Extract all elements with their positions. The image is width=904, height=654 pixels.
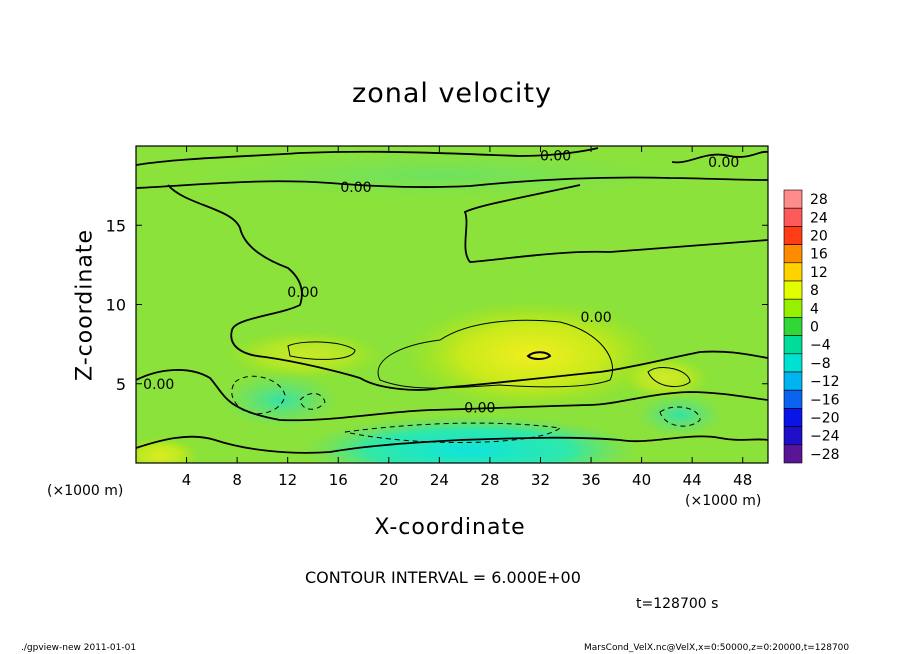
x-axis-label: X-coordinate [374,515,526,540]
colorbar-swatch [783,244,803,264]
x-tick-label: 24 [430,471,449,489]
cool-blob [180,150,700,200]
contour-label: 0.00 [143,377,174,393]
colorbar-label: 12 [810,265,828,281]
contour-pos-ring [287,341,356,360]
y-tick-label: 5 [116,375,126,394]
x-tick-label: 44 [683,471,702,489]
contour-pos-core [526,351,552,360]
colorbar-swatch [783,207,803,227]
contour-zero-main [167,184,768,391]
contour-label: 0.00 [581,310,612,326]
colorbar-swatch [783,353,803,373]
heatmap-field [136,146,768,463]
colorbar-label: 20 [810,229,828,245]
warm-blob [402,300,662,410]
colorbar-label: 24 [810,210,828,226]
y-tick-label: 15 [106,216,126,235]
contour-zero-topright [671,150,768,164]
x-tick-label: 20 [379,471,398,489]
colorbar-label: −16 [810,392,840,408]
x-axis-unit-left: (×1000 m) [47,483,124,499]
colorbar-label: −4 [810,338,831,354]
x-tick-label: 16 [329,471,348,489]
contour-interval-label: CONTOUR INTERVAL = 6.000E+00 [305,568,581,587]
x-tick-label: 8 [232,471,242,489]
colorbar-swatch [783,426,803,446]
colorbar-label: 4 [810,301,819,317]
x-tick-label: 12 [278,471,297,489]
colorbar-label: −20 [810,411,840,427]
contour-neg-dashed [231,375,286,415]
contour-neg-dashed [299,393,326,410]
x-axis-ticks: 4 8 12 16 20 24 28 32 36 40 44 48 [182,146,752,489]
colorbar-swatch [783,317,803,336]
contour-label: 0.00 [708,155,739,171]
colorbar-swatch [783,371,803,391]
contour-label: 0.00 [540,149,571,165]
x-tick-label: 48 [733,471,752,489]
x-tick-label: 40 [632,471,651,489]
chart-title: zonal velocity [352,78,552,109]
contour-neg-dashed [344,422,562,443]
x-tick-label: 36 [581,471,600,489]
x-tick-label: 32 [531,471,550,489]
contour-zero-mid [463,184,768,263]
y-axis-ticks: 5 10 15 [106,216,768,394]
footer-right: MarsCond_VelX.nc@VelX,x=0:50000,z=0:2000… [584,643,850,653]
colorbar-label: −12 [810,374,840,390]
contour-label: 0.00 [340,180,371,196]
colorbar-label: 8 [810,283,819,299]
colorbar-swatch [783,444,803,464]
colorbar-label: −24 [810,429,840,445]
footer-left: ./gpview-new 2011-01-01 [21,643,137,653]
colorbar-label: 0 [810,320,819,336]
warm-blob [136,437,200,463]
contour-pos-ring [647,367,691,388]
contour-neg-dashed [659,406,701,427]
y-tick-label: 10 [106,296,126,315]
contour-zero-bottom [136,435,768,454]
colorbar-swatch [783,189,803,209]
colorbar-swatch [783,262,803,282]
colorbar-label: −28 [810,447,840,463]
contour-labels: 0.00 0.00 0.00 0.00 0.00 0.00 0.00 [143,149,739,417]
colorbar-label: 28 [810,192,828,208]
colorbar: 28 24 20 16 12 8 4 0 −4 −8 −12 −16 −20 −24 −28 [783,189,840,464]
colorbar-swatch [783,226,803,245]
colorbar-swatch [783,389,803,409]
contour-zero-top [136,147,599,166]
x-tick-label: 4 [182,471,192,489]
colorbar-label: −8 [810,356,831,372]
contour-lines [136,147,768,454]
cool-blob [635,393,725,437]
colorbar-swatch [783,408,803,427]
warm-blob [620,356,710,400]
x-axis-unit-right: (×1000 m) [685,493,762,509]
colorbar-label: 16 [810,247,828,263]
contour-zero-upper [136,176,768,189]
contour-zero-lower [136,369,768,422]
colorbar-swatch [783,335,803,355]
cool-blob [220,372,340,428]
contour-pos-ring [377,319,613,389]
contour-label: 0.00 [287,285,318,301]
colorbar-swatch [783,280,803,300]
contour-label: 0.00 [464,401,495,417]
time-label: t=128700 s [636,596,719,612]
x-tick-label: 28 [480,471,499,489]
colorbar-swatch [783,298,803,318]
warm-blob [225,330,385,380]
